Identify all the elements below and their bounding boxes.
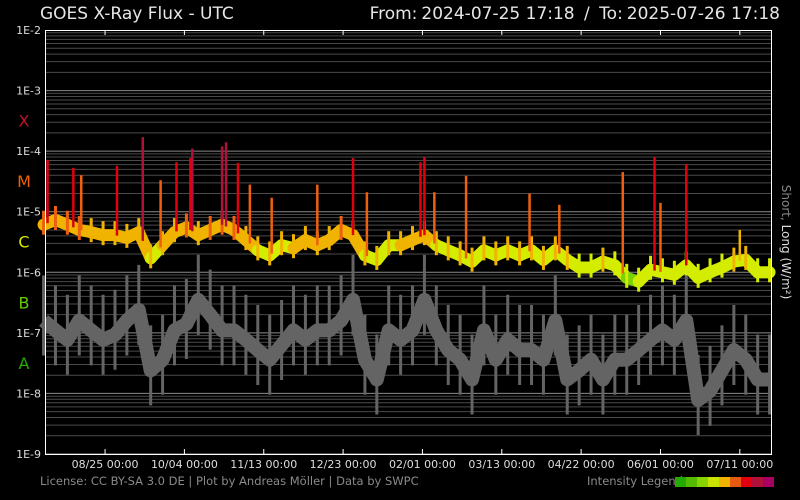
- x-tick-label: 06/01 00:00: [627, 458, 694, 471]
- y-axis-label: Short, Long (W/m²): [779, 185, 793, 299]
- y-tick-label: 1E-4: [16, 145, 41, 158]
- short-series: [39, 254, 772, 435]
- flare-class-label: A: [19, 354, 30, 373]
- intensity-legend: [675, 477, 774, 487]
- flare-spikes: [46, 137, 742, 274]
- chart-title: GOES X-Ray Flux - UTC: [40, 4, 234, 24]
- x-tick-label: 03/13 00:00: [468, 458, 535, 471]
- license-text: License: CC BY-SA 3.0 DE | Plot by Andre…: [40, 474, 419, 488]
- axes: 1E-2 1E-3 1E-4 1E-5 1E-6 1E-7 1E-8 1E-9 X M C B A 08/…: [16, 24, 773, 471]
- legend-swatch: [686, 477, 697, 487]
- y-label-long: Long (W/m²): [779, 225, 793, 300]
- legend-swatch: [752, 477, 763, 487]
- y-tick-label: 1E-7: [16, 327, 41, 340]
- x-tick-label: 12/23 00:00: [310, 458, 377, 471]
- y-label-short: Short,: [779, 185, 793, 221]
- to-value: 2025-07-26 17:18: [626, 4, 780, 24]
- x-tick-label: 04/22 00:00: [548, 458, 615, 471]
- short-series-line: [39, 292, 770, 407]
- y-tick-label: 1E-9: [16, 448, 41, 461]
- x-tick-label: 08/25 00:00: [72, 458, 139, 471]
- flare-class-label: M: [17, 172, 31, 191]
- legend-swatch: [675, 477, 686, 487]
- range-separator: /: [584, 4, 590, 24]
- y-tick-label: 1E-8: [16, 387, 41, 400]
- y-tick-label: 1E-3: [16, 85, 41, 98]
- legend-swatch: [708, 477, 719, 487]
- from-value: 2024-07-25 17:18: [421, 4, 575, 24]
- flare-class-label: C: [18, 233, 29, 252]
- legend-swatch: [730, 477, 741, 487]
- legend-swatch: [741, 477, 752, 487]
- from-label: From:: [369, 4, 418, 24]
- x-tick-label: 10/04 00:00: [151, 458, 218, 471]
- flare-class-label: B: [19, 293, 30, 312]
- flare-class-label: X: [19, 112, 30, 131]
- time-range: From: 2024-07-25 17:18 / To: 2025-07-26 17…: [368, 4, 782, 24]
- y-tick-label: 1E-2: [16, 24, 41, 37]
- x-tick-label: 07/11 00:00: [706, 458, 773, 471]
- to-label: To:: [599, 4, 623, 24]
- legend-swatch: [697, 477, 708, 487]
- x-tick-label: 11/13 00:00: [230, 458, 297, 471]
- y-tick-label: 1E-6: [16, 266, 41, 279]
- legend-swatch: [763, 477, 774, 487]
- plot-frame: [45, 30, 772, 455]
- y-tick-label: 1E-5: [16, 206, 41, 219]
- legend-swatch: [719, 477, 730, 487]
- intensity-legend-label: Intensity Legend: [587, 474, 683, 488]
- x-tick-label: 02/01 00:00: [389, 458, 456, 471]
